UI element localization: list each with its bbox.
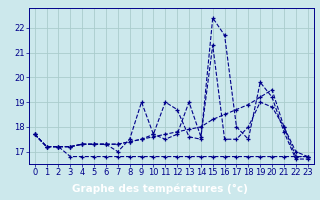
- Text: Graphe des températures (°c): Graphe des températures (°c): [72, 183, 248, 194]
